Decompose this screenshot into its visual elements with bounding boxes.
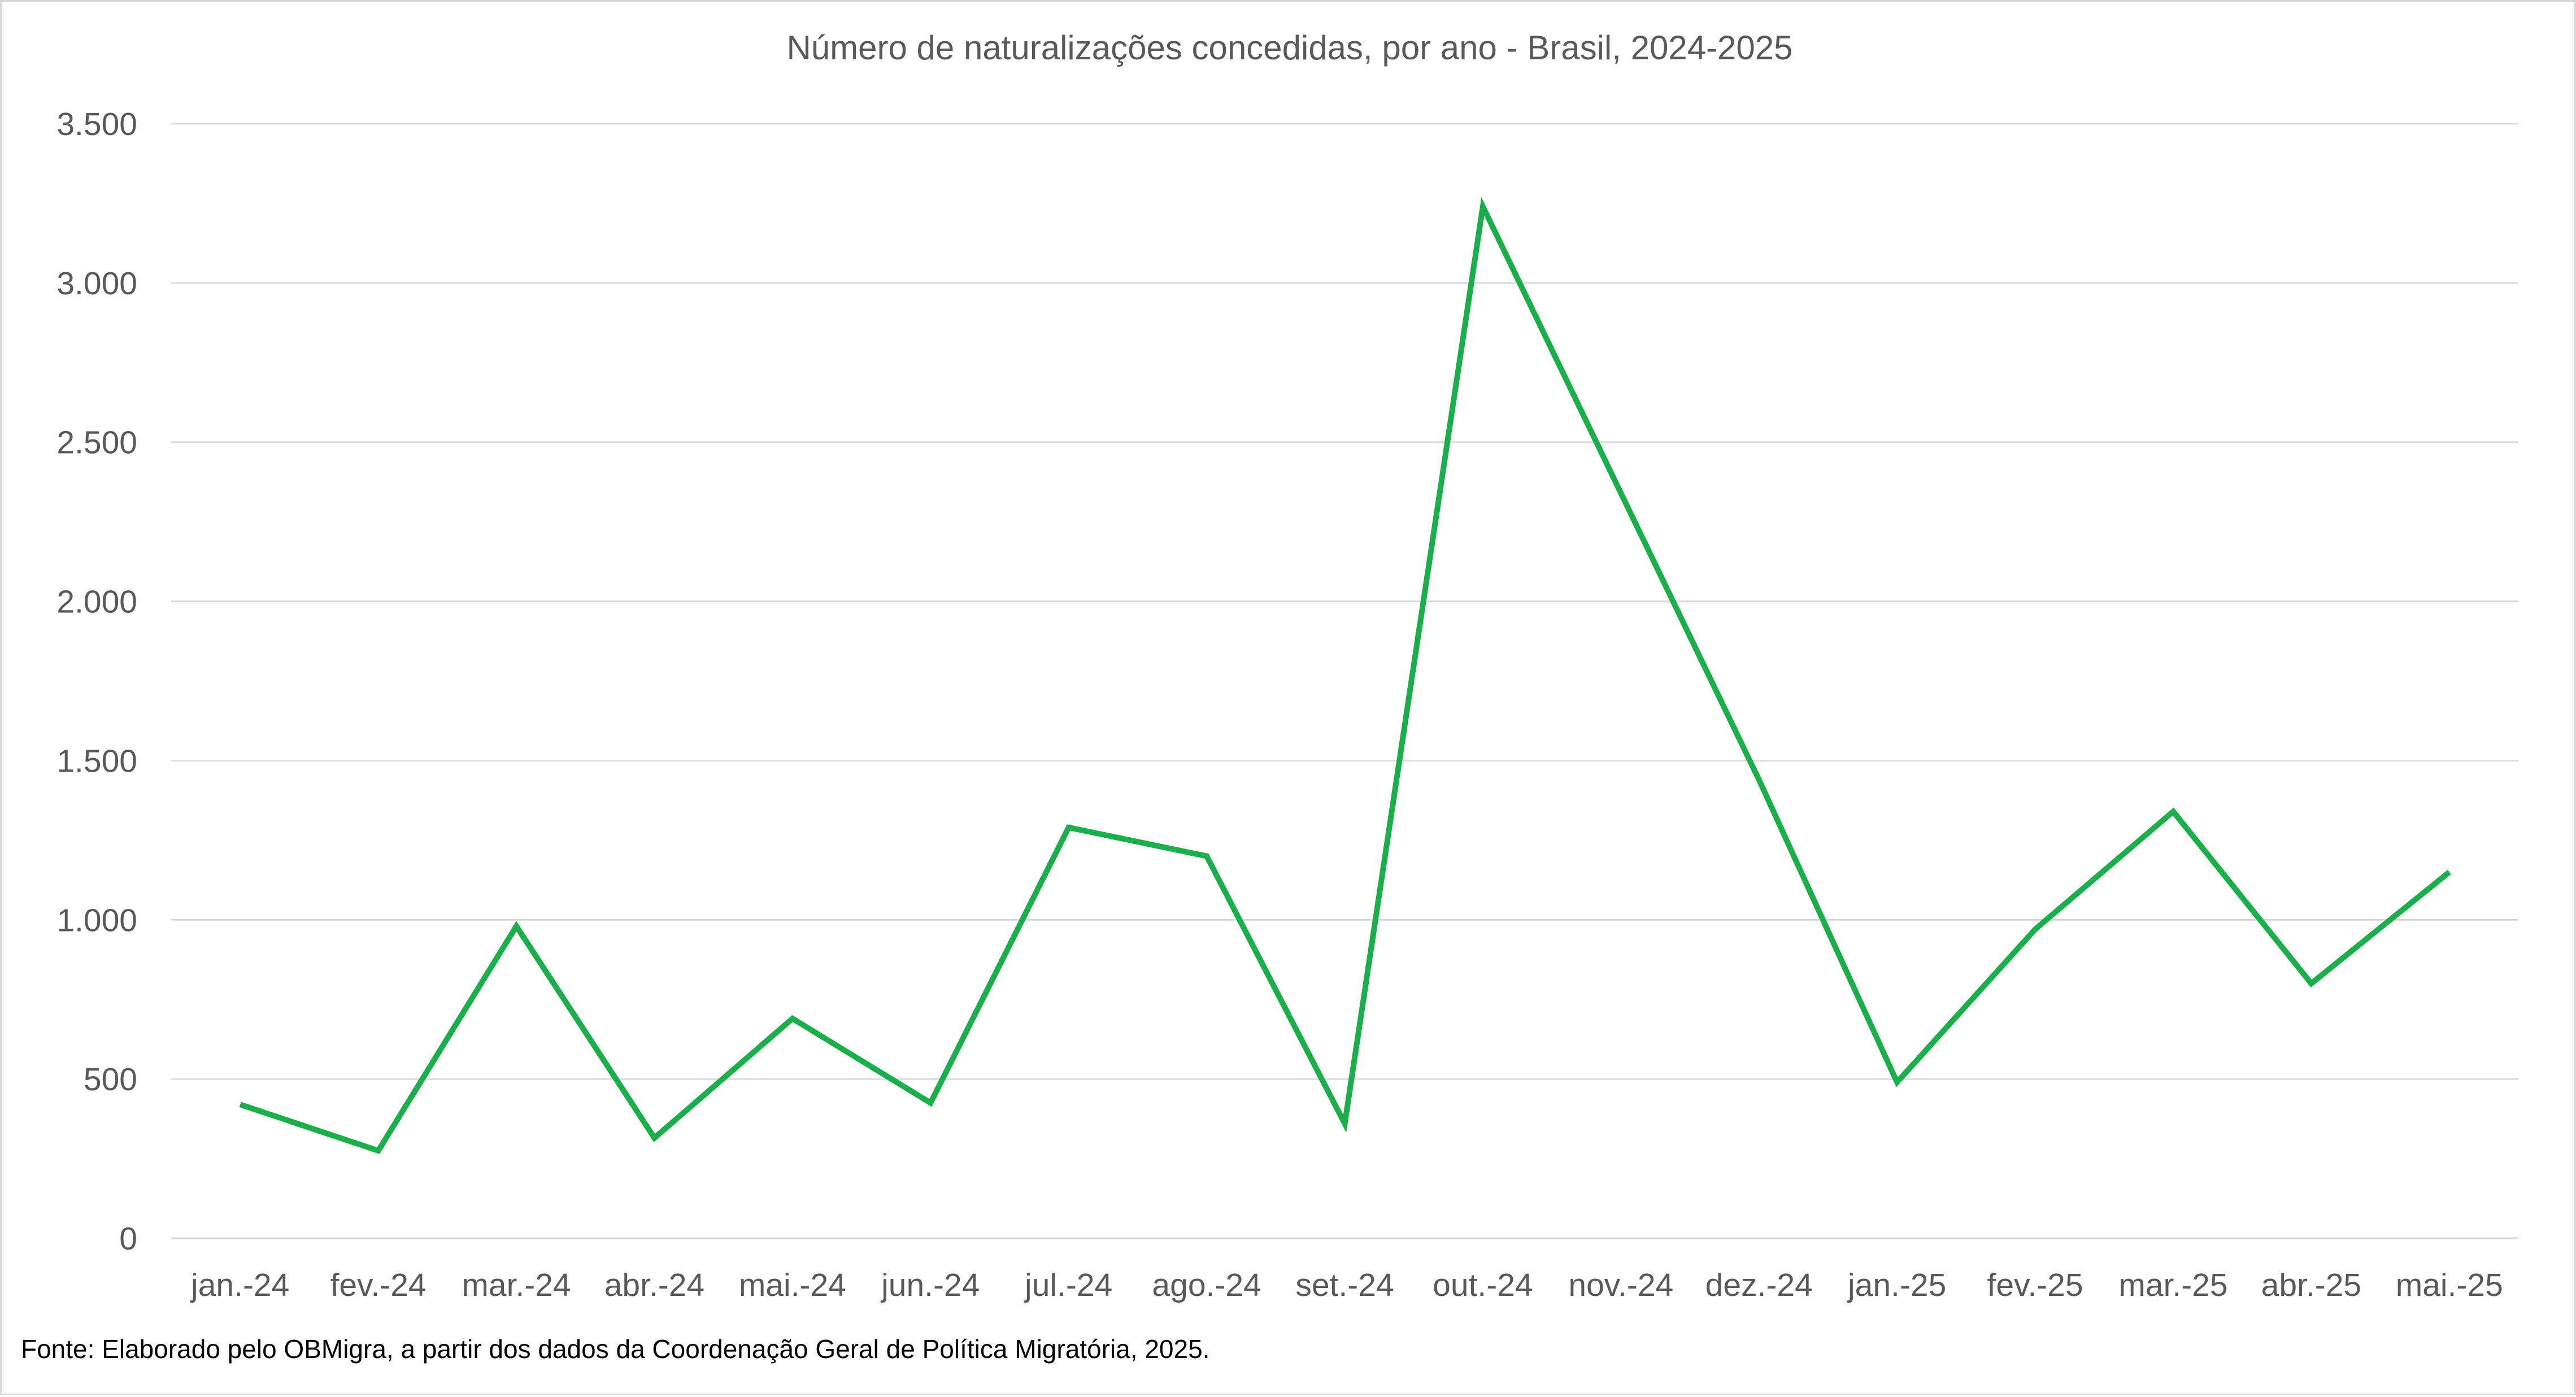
x-tick-label: ago.-24 <box>1152 1267 1261 1303</box>
y-tick-label: 3.000 <box>56 266 137 302</box>
chart-title: Número de naturalizações concedidas, por… <box>786 29 1792 67</box>
y-tick-label: 2.000 <box>56 584 137 620</box>
x-tick-label: mar.-24 <box>462 1267 571 1303</box>
data-point: abr.-25: 800 <box>2308 980 2314 987</box>
data-point: nov.-24: 2340 <box>1617 490 1624 497</box>
y-tick-label: 1.000 <box>56 902 137 938</box>
data-point: jun.-24: 425 <box>927 1099 934 1106</box>
y-axis-tick-labels: 0 500 1.000 1.500 2.000 2.500 3.000 3.500 <box>56 106 137 1257</box>
x-tick-label: mai.-25 <box>2396 1267 2503 1303</box>
x-tick-label: dez.-24 <box>1705 1267 1813 1303</box>
data-point: jan.-25: 490 <box>1894 1079 1900 1086</box>
data-point: mai.-25: 1150 <box>2446 869 2453 876</box>
series-line <box>239 197 2451 1154</box>
x-tick-label: fev.-24 <box>330 1267 427 1303</box>
data-point: fev.-24: 275 <box>375 1147 382 1154</box>
x-tick-label: out.-24 <box>1433 1267 1533 1303</box>
x-axis-tick-labels: jan.-24 fev.-24 mar.-24 abr.-24 mai.-24 jun.-… <box>190 1267 2503 1303</box>
data-point: jan.-24: 420 <box>237 1101 243 1108</box>
data-point: set.-24: 360 <box>1342 1120 1348 1127</box>
series-layer: jan.-24: 420 fev.-24: 275 mar.-24: 980 abr.… <box>237 197 2453 1154</box>
data-point: mai.-24: 690 <box>789 1015 796 1022</box>
x-tick-label: fev.-25 <box>1987 1267 2083 1303</box>
y-tick-label: 0 <box>119 1221 137 1257</box>
x-tick-label: jul.-24 <box>1024 1267 1112 1303</box>
x-tick-label: mar.-25 <box>2118 1267 2227 1303</box>
y-tick-label: 3.500 <box>56 106 137 142</box>
x-tick-label: abr.-25 <box>2261 1267 2361 1303</box>
x-tick-label: jan.-24 <box>190 1267 289 1303</box>
y-tick-label: 2.500 <box>56 425 137 461</box>
x-tick-label: abr.-24 <box>604 1267 704 1303</box>
y-tick-label: 500 <box>84 1061 137 1098</box>
y-tick-label: 1.500 <box>56 743 137 779</box>
data-point: ago.-24: 1200 <box>1203 853 1210 860</box>
data-point: fev.-25: 970 <box>2032 926 2039 933</box>
x-tick-label: jun.-24 <box>880 1267 980 1303</box>
x-tick-label: nov.-24 <box>1568 1267 1673 1303</box>
data-point: mar.-25: 1340 <box>2170 808 2177 815</box>
data-point: abr.-24: 315 <box>651 1134 658 1141</box>
data-point: mar.-24: 980 <box>513 923 520 930</box>
x-tick-label: mai.-24 <box>739 1267 846 1303</box>
data-point: jul.-24: 1290 <box>1065 824 1072 831</box>
x-tick-label: jan.-25 <box>1847 1267 1946 1303</box>
data-point: out.-24: 3240 <box>1480 203 1486 210</box>
gridlines <box>171 123 2518 1239</box>
data-point: dez.-24: 1440 <box>1756 776 1763 783</box>
x-tick-label: set.-24 <box>1295 1267 1394 1303</box>
source-note: Fonte: Elaborado pelo OBMigra, a partir … <box>21 1334 1210 1364</box>
